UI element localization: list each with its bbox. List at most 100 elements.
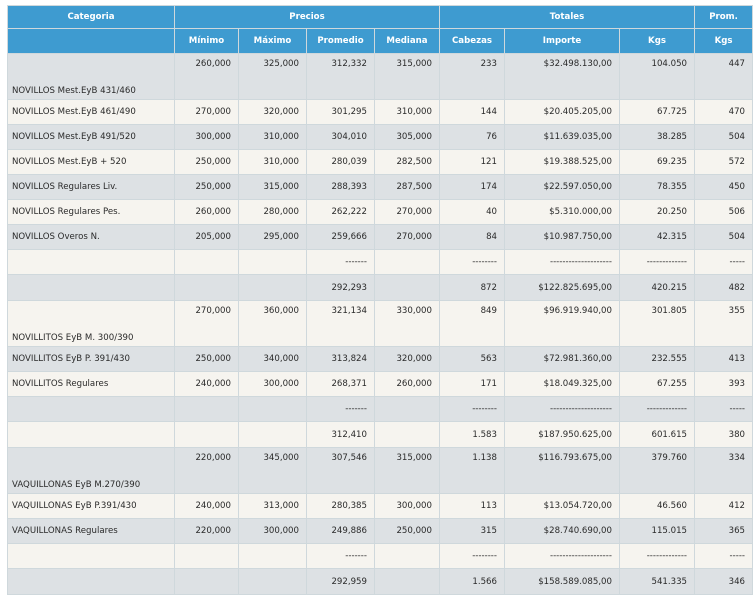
cell-minimo: 270,000 — [174, 99, 239, 125]
cell-mediana: 282,500 — [374, 149, 440, 175]
cell-maximo: 345,000 — [238, 447, 307, 494]
cell-importe: $158.589.085,00 — [504, 568, 620, 595]
cell-minimo — [174, 274, 239, 301]
cell-promedio: 259,666 — [306, 224, 375, 250]
cell-importe: $32.498.130,00 — [504, 53, 620, 100]
cell-minimo — [174, 396, 239, 422]
cell-importe: $72.981.360,00 — [504, 346, 620, 372]
cell-promedio: ------- — [306, 543, 375, 569]
cell-promedio: 292,959 — [306, 568, 375, 595]
cell-importe: -------------------- — [504, 396, 620, 422]
cell-cabezas: 1.138 — [439, 447, 505, 494]
cell-mediana: 287,500 — [374, 174, 440, 200]
table-row: NOVILLOS Regulares Liv. 250,000 315,000 288… — [7, 174, 753, 200]
cell-mediana: 270,000 — [374, 199, 440, 225]
table-row: NOVILLOS Mest.EyB + 520 250,000 310,000 280… — [7, 149, 753, 175]
cell-importe: $13.054.720,00 — [504, 493, 620, 519]
cell-mediana — [374, 568, 440, 595]
cell-prom-kgs: 380 — [694, 421, 753, 448]
cell-minimo: 270,000 — [174, 300, 239, 347]
header-importe: Importe — [504, 28, 620, 54]
cell-cabezas: 1.566 — [439, 568, 505, 595]
cell-categoria: NOVILLOS Mest.EyB + 520 — [7, 149, 175, 175]
cell-importe: $11.639.035,00 — [504, 124, 620, 150]
cell-cabezas: 121 — [439, 149, 505, 175]
cell-prom-kgs: 504 — [694, 124, 753, 150]
cell-minimo — [174, 249, 239, 275]
cell-minimo: 250,000 — [174, 174, 239, 200]
cell-mediana: 260,000 — [374, 371, 440, 397]
cell-categoria: NOVILLITOS Regulares — [7, 371, 175, 397]
cell-categoria: VAQUILLONAS EyB P.391/430 — [7, 493, 175, 519]
cell-mediana: 330,000 — [374, 300, 440, 347]
cell-mediana: 315,000 — [374, 447, 440, 494]
cell-importe: -------------------- — [504, 249, 620, 275]
table-row: VAQUILLONAS EyB P.391/430 240,000 313,000 2… — [7, 493, 753, 519]
table-row: VAQUILLONAS EyB M.270/390 220,000 345,000 3… — [7, 447, 753, 494]
cell-promedio: ------- — [306, 396, 375, 422]
cell-promedio: 280,385 — [306, 493, 375, 519]
cell-minimo: 240,000 — [174, 371, 239, 397]
cell-categoria — [7, 274, 175, 301]
header-row-columns: Mínimo Máximo Promedio Mediana Cabezas I… — [7, 28, 753, 54]
header-minimo: Mínimo — [174, 28, 239, 54]
cell-kgs: 20.250 — [618, 199, 696, 225]
cell-minimo — [174, 568, 239, 595]
header-promedio: Promedio — [306, 28, 375, 54]
cell-cabezas: 872 — [439, 274, 505, 301]
cell-prom-kgs: 355 — [694, 300, 753, 347]
table-row: NOVILLITOS EyB P. 391/430 250,000 340,000 3… — [7, 346, 753, 372]
cell-maximo: 320,000 — [238, 99, 307, 125]
cell-maximo: 295,000 — [238, 224, 307, 250]
cell-importe: $5.310.000,00 — [504, 199, 620, 225]
cell-minimo: 250,000 — [174, 346, 239, 372]
cell-prom-kgs: 447 — [694, 53, 753, 100]
cell-promedio: ------- — [306, 249, 375, 275]
cell-maximo — [238, 568, 307, 595]
cell-promedio: 288,393 — [306, 174, 375, 200]
cell-cabezas: -------- — [439, 396, 505, 422]
prices-table: Categoria Precios Totales Prom. Mínimo M… — [7, 5, 753, 595]
cell-categoria — [7, 421, 175, 448]
cell-promedio: 312,332 — [306, 53, 375, 100]
subtotal-row: 292,959 1.566 $158.589.085,00 541.335 346 — [7, 568, 753, 595]
cell-promedio: 307,546 — [306, 447, 375, 494]
header-row-groups: Categoria Precios Totales Prom. — [7, 5, 753, 29]
cell-cabezas: 315 — [439, 518, 505, 544]
cell-importe: $19.388.525,00 — [504, 149, 620, 175]
cell-mediana: 305,000 — [374, 124, 440, 150]
cell-maximo — [238, 249, 307, 275]
cell-prom-kgs: 393 — [694, 371, 753, 397]
cell-minimo: 260,000 — [174, 53, 239, 100]
cell-kgs: 67.725 — [618, 99, 696, 125]
cell-prom-kgs: 572 — [694, 149, 753, 175]
cell-cabezas: 233 — [439, 53, 505, 100]
table-row: NOVILLOS Mest.EyB 431/460 260,000 325,000 3… — [7, 53, 753, 100]
cell-mediana: 320,000 — [374, 346, 440, 372]
cell-maximo — [238, 421, 307, 448]
cell-minimo — [174, 543, 239, 569]
cell-mediana: 310,000 — [374, 99, 440, 125]
cell-maximo — [238, 396, 307, 422]
cell-importe: -------------------- — [504, 543, 620, 569]
cell-maximo — [238, 543, 307, 569]
cell-maximo: 340,000 — [238, 346, 307, 372]
cell-kgs: 46.560 — [618, 493, 696, 519]
cell-kgs: 541.335 — [618, 568, 696, 595]
cell-promedio: 292,293 — [306, 274, 375, 301]
cell-kgs: 67.255 — [618, 371, 696, 397]
separator-row: ------- -------- -------------------- -----… — [7, 396, 753, 422]
header-totales: Totales — [438, 5, 696, 29]
cell-minimo: 250,000 — [174, 149, 239, 175]
separator-row: ------- -------- -------------------- -----… — [7, 249, 753, 275]
cell-kgs: 420.215 — [618, 274, 696, 301]
cell-maximo: 280,000 — [238, 199, 307, 225]
cell-maximo: 360,000 — [238, 300, 307, 347]
cell-mediana: 270,000 — [374, 224, 440, 250]
cell-maximo: 300,000 — [238, 518, 307, 544]
cell-categoria: NOVILLITOS EyB P. 391/430 — [7, 346, 175, 372]
cell-promedio: 321,134 — [306, 300, 375, 347]
table-row: NOVILLOS Overos N. 205,000 295,000 259,666 2… — [7, 224, 753, 250]
table-row: VAQUILLONAS Regulares 220,000 300,000 249,8… — [7, 518, 753, 544]
cell-mediana: 300,000 — [374, 493, 440, 519]
